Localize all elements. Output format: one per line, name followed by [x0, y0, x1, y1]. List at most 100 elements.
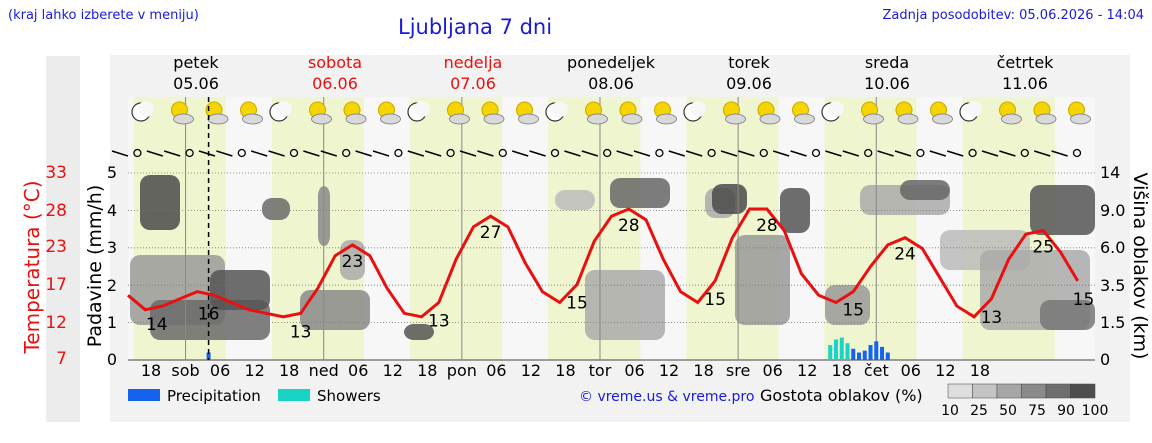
- density-label: 10: [941, 403, 959, 419]
- sun-icon: [516, 101, 539, 125]
- wind-calm: [498, 148, 507, 158]
- wind-calm: [237, 148, 246, 158]
- temperature-label: 24: [894, 245, 916, 265]
- temp-tick: 23: [45, 237, 67, 257]
- wind-calm: [1020, 148, 1029, 158]
- cloud-tick: 9.0: [1100, 201, 1125, 220]
- wind-calm: [811, 148, 821, 158]
- wind-barb: [1033, 150, 1051, 157]
- sun-icon: [447, 101, 470, 125]
- wind-barb: [1051, 150, 1068, 157]
- wind-barb: [668, 150, 686, 157]
- x-axis-labels: 18 06 12 18 sob 06 12 18 ned 06 12 18 pon 06 12 18 tor 06…: [141, 361, 990, 380]
- hour-label: 18: [970, 361, 990, 380]
- cloud-cell: [262, 198, 290, 220]
- day-short-label: čet: [864, 361, 889, 380]
- cloud-tick: 14: [1100, 163, 1120, 182]
- day-name: petek: [173, 53, 219, 72]
- temp-tick: 33: [45, 163, 67, 183]
- legend-precipitation-label: Precipitation: [167, 387, 261, 405]
- day-short-label: sre: [726, 361, 750, 380]
- sun-icon: [895, 101, 919, 125]
- temperature-label: 28: [756, 216, 778, 236]
- sun-icon: [861, 101, 884, 125]
- wind-barb: [146, 150, 164, 157]
- precip-bar: [862, 350, 867, 360]
- wind-calm: [185, 148, 194, 158]
- legend-showers-label: Showers: [317, 387, 381, 405]
- hour-label: 18: [279, 361, 299, 380]
- day-short-label: tor: [589, 361, 612, 380]
- density-label: 75: [1028, 403, 1046, 419]
- precip-tick: 2: [107, 276, 117, 295]
- density-swatch: [972, 383, 998, 399]
- day-date: 08.06: [588, 74, 634, 93]
- temperature-label: 28: [618, 216, 640, 236]
- cloud-tick: 3.5: [1100, 276, 1125, 295]
- day-name: sreda: [865, 53, 909, 72]
- sun-icon: [792, 101, 815, 125]
- cloud-cell: [1030, 185, 1095, 235]
- sun-icon: [999, 101, 1022, 125]
- temperature-label: 15: [566, 293, 588, 313]
- hour-label: 06: [348, 361, 368, 380]
- sun-icon: [1068, 101, 1091, 125]
- wind-barb: [529, 150, 546, 157]
- sun-icon: [1033, 101, 1057, 125]
- hour-label: 12: [521, 361, 541, 380]
- temperature-label: 13: [290, 322, 312, 342]
- precip-tick: 4: [107, 201, 117, 220]
- moon-icon: [545, 101, 568, 122]
- precip-bar: [857, 352, 862, 360]
- left-axis-panel: [46, 56, 80, 422]
- wind-barb: [790, 150, 807, 157]
- wind-barb: [877, 150, 894, 157]
- temperature-label: 13: [428, 311, 450, 331]
- wind-barb: [772, 150, 790, 157]
- sun-icon: [930, 101, 953, 125]
- wind-calm: [1072, 148, 1082, 158]
- cloud-cell: [300, 290, 370, 330]
- precip-tick: 0: [107, 350, 117, 369]
- cloud-ticks: 14 9.0 6.0 3.5 1.5 0: [1100, 163, 1125, 369]
- precip-tick: 3: [107, 238, 117, 257]
- location-note: (kraj lahko izberete v meniju): [8, 8, 199, 23]
- weather-icons: [131, 101, 1091, 125]
- density-label: 50: [999, 403, 1017, 419]
- hour-label: 12: [659, 361, 679, 380]
- wind-calm: [655, 148, 664, 158]
- precip-bar: [839, 337, 844, 360]
- day-short-label: pon: [447, 361, 477, 380]
- sun-icon: [240, 101, 263, 125]
- wind-calm: [133, 148, 142, 158]
- cloud-cell: [900, 180, 950, 200]
- legend: Precipitation Showers © vreme.us & vreme…: [128, 383, 1108, 419]
- day-date: 05.06: [173, 74, 219, 93]
- sun-icon: [309, 101, 332, 125]
- wind-barb: [929, 150, 947, 157]
- sun-icon: [757, 101, 781, 125]
- wind-calm: [342, 148, 351, 158]
- day-name: nedelja: [444, 53, 503, 72]
- moon-icon: [131, 101, 154, 122]
- temperature-label: 13: [981, 308, 1003, 328]
- wind-barb: [946, 150, 964, 157]
- precipitation-bars: [206, 337, 890, 360]
- moon-icon: [683, 101, 706, 122]
- page-title: Ljubljana 7 dni: [398, 15, 553, 39]
- wind-calm: [968, 148, 977, 158]
- wind-barb: [720, 150, 738, 157]
- temperature-label: 16: [198, 304, 220, 324]
- day-date: 10.06: [864, 74, 910, 93]
- temperature-label: 25: [1032, 238, 1054, 258]
- sun-icon: [343, 101, 367, 125]
- wind-calm: [864, 148, 873, 158]
- wind-calm: [394, 148, 403, 158]
- hour-label: 12: [383, 361, 403, 380]
- day-date: 07.06: [450, 74, 496, 93]
- sun-icon: [619, 101, 643, 125]
- grid-lines: [128, 172, 1095, 361]
- precip-bar: [874, 341, 879, 360]
- precip-bar: [885, 352, 890, 360]
- sun-icon: [723, 101, 746, 125]
